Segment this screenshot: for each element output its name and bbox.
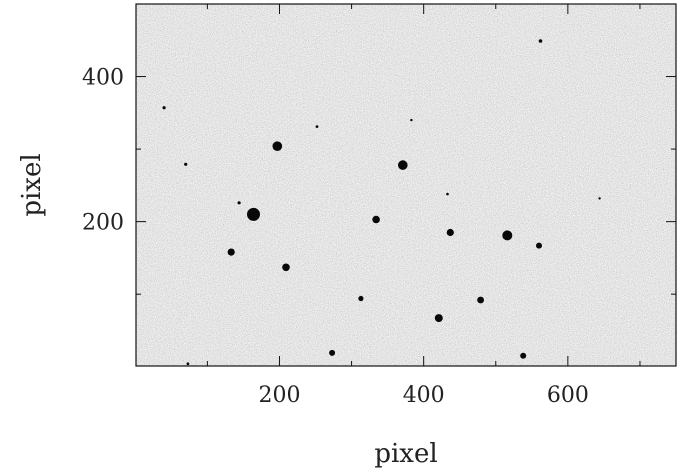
x-tick-label: 600: [547, 383, 589, 408]
star-2: [272, 141, 283, 151]
y-axis-label: pixel: [17, 153, 47, 216]
star-7: [536, 242, 542, 249]
star-9: [282, 263, 290, 272]
star-16: [162, 106, 166, 110]
star-13: [329, 349, 336, 356]
star-17: [184, 162, 188, 166]
x-tick-label: 400: [403, 383, 445, 408]
y-tick-label: 200: [82, 211, 124, 236]
x-tick-labels: 200 400 600: [259, 383, 589, 408]
axis-ticks: [136, 4, 676, 366]
star-15: [538, 39, 543, 43]
plot-frame: [135, 3, 677, 367]
x-tick-label: 200: [259, 383, 301, 408]
star-21: [410, 118, 413, 122]
x-axis-label: pixel: [374, 439, 437, 468]
star-22: [598, 197, 601, 200]
image-panel: [136, 4, 676, 366]
star-4: [502, 230, 513, 241]
stars-layer: [162, 39, 601, 366]
star-5: [372, 215, 380, 224]
y-tick-label: 400: [82, 66, 124, 91]
star-20: [446, 192, 449, 196]
star-23: [186, 362, 190, 366]
sky-background: [136, 4, 676, 366]
star-19: [237, 201, 241, 205]
star-12: [358, 295, 364, 302]
star-3: [398, 160, 408, 170]
star-11: [434, 314, 443, 323]
star-18: [315, 125, 319, 128]
star-6: [446, 228, 454, 237]
star-8: [227, 248, 235, 256]
star-14: [520, 352, 527, 359]
y-tick-labels: 200 400: [82, 66, 124, 236]
star-10: [477, 296, 484, 304]
star-1: [247, 207, 260, 221]
